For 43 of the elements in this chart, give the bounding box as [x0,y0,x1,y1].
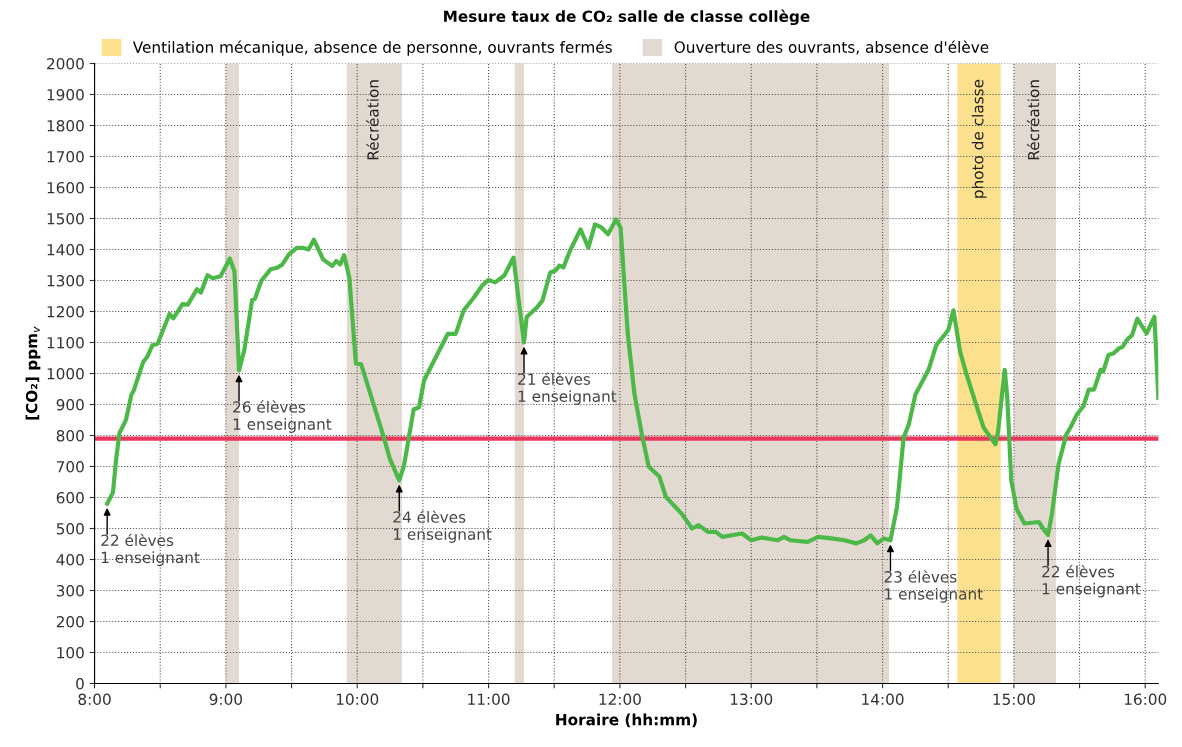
y-tick-label: 1500 [47,212,84,225]
annotation: 22 élèves 1 enseignant [101,533,200,567]
annotation: 24 élèves 1 enseignant [393,510,492,543]
y-tick-label: 1600 [47,181,84,194]
x-tick-label: 14:00 [862,693,904,706]
y-tick-label: 800 [56,429,84,442]
y-tick-label: 900 [56,398,84,411]
band-label: photo de classe [971,79,987,198]
x-tick-label: 16:00 [1124,693,1167,706]
y-tick-label: 0 [76,677,84,690]
annotation: 21 élèves 1 enseignant [518,372,617,405]
y-tick-label: 1800 [47,119,84,132]
y-tick-label: 700 [56,460,84,473]
y-tick-label: 1100 [47,336,84,349]
y-tick-label: 1900 [47,88,84,101]
y-tick-label: 200 [56,615,84,628]
y-tick-label: 1200 [47,305,84,318]
text: Ouverture des ouvrants, absence d'élève [674,40,989,55]
y-tick-label: 1700 [47,150,84,163]
annotation: 22 élèves 1 enseignant [1042,564,1141,598]
x-tick-label: 8:00 [78,693,111,706]
y-tick-label: 500 [56,522,84,535]
x-tick-label: 15:00 [993,693,1035,706]
annotation: 26 élèves 1 enseignant [233,400,332,433]
y-axis-title: [CO₂] ppm$_{v}$ [25,326,41,420]
text: Ventilation mécanique, absence de personne, ouvrants fermés [132,40,612,56]
y-tick-label: 2000 [47,57,84,70]
y-tick-label: 300 [56,584,84,597]
y-tick-label: 1000 [47,367,84,380]
x-tick-label: 13:00 [730,693,773,706]
y-tick-label: 400 [56,553,84,566]
y-tick-label: 600 [56,491,84,504]
x-tick-label: 10:00 [336,693,379,706]
x-tick-label: 11:00 [468,693,510,706]
y-tick-label: 100 [57,646,84,659]
y-tick-label: 1400 [47,243,84,256]
y-tick-label: 1300 [47,274,84,287]
band-label: Récréation [366,80,379,160]
chart-title: Mesure taux de CO₂ salle de classe collège [444,9,810,26]
x-axis-title: Horaire (hh:mm) [556,713,697,728]
x-tick-label: 12:00 [599,693,641,706]
band-label: Récréation [1026,80,1040,160]
x-tick-label: 9:00 [209,693,243,706]
